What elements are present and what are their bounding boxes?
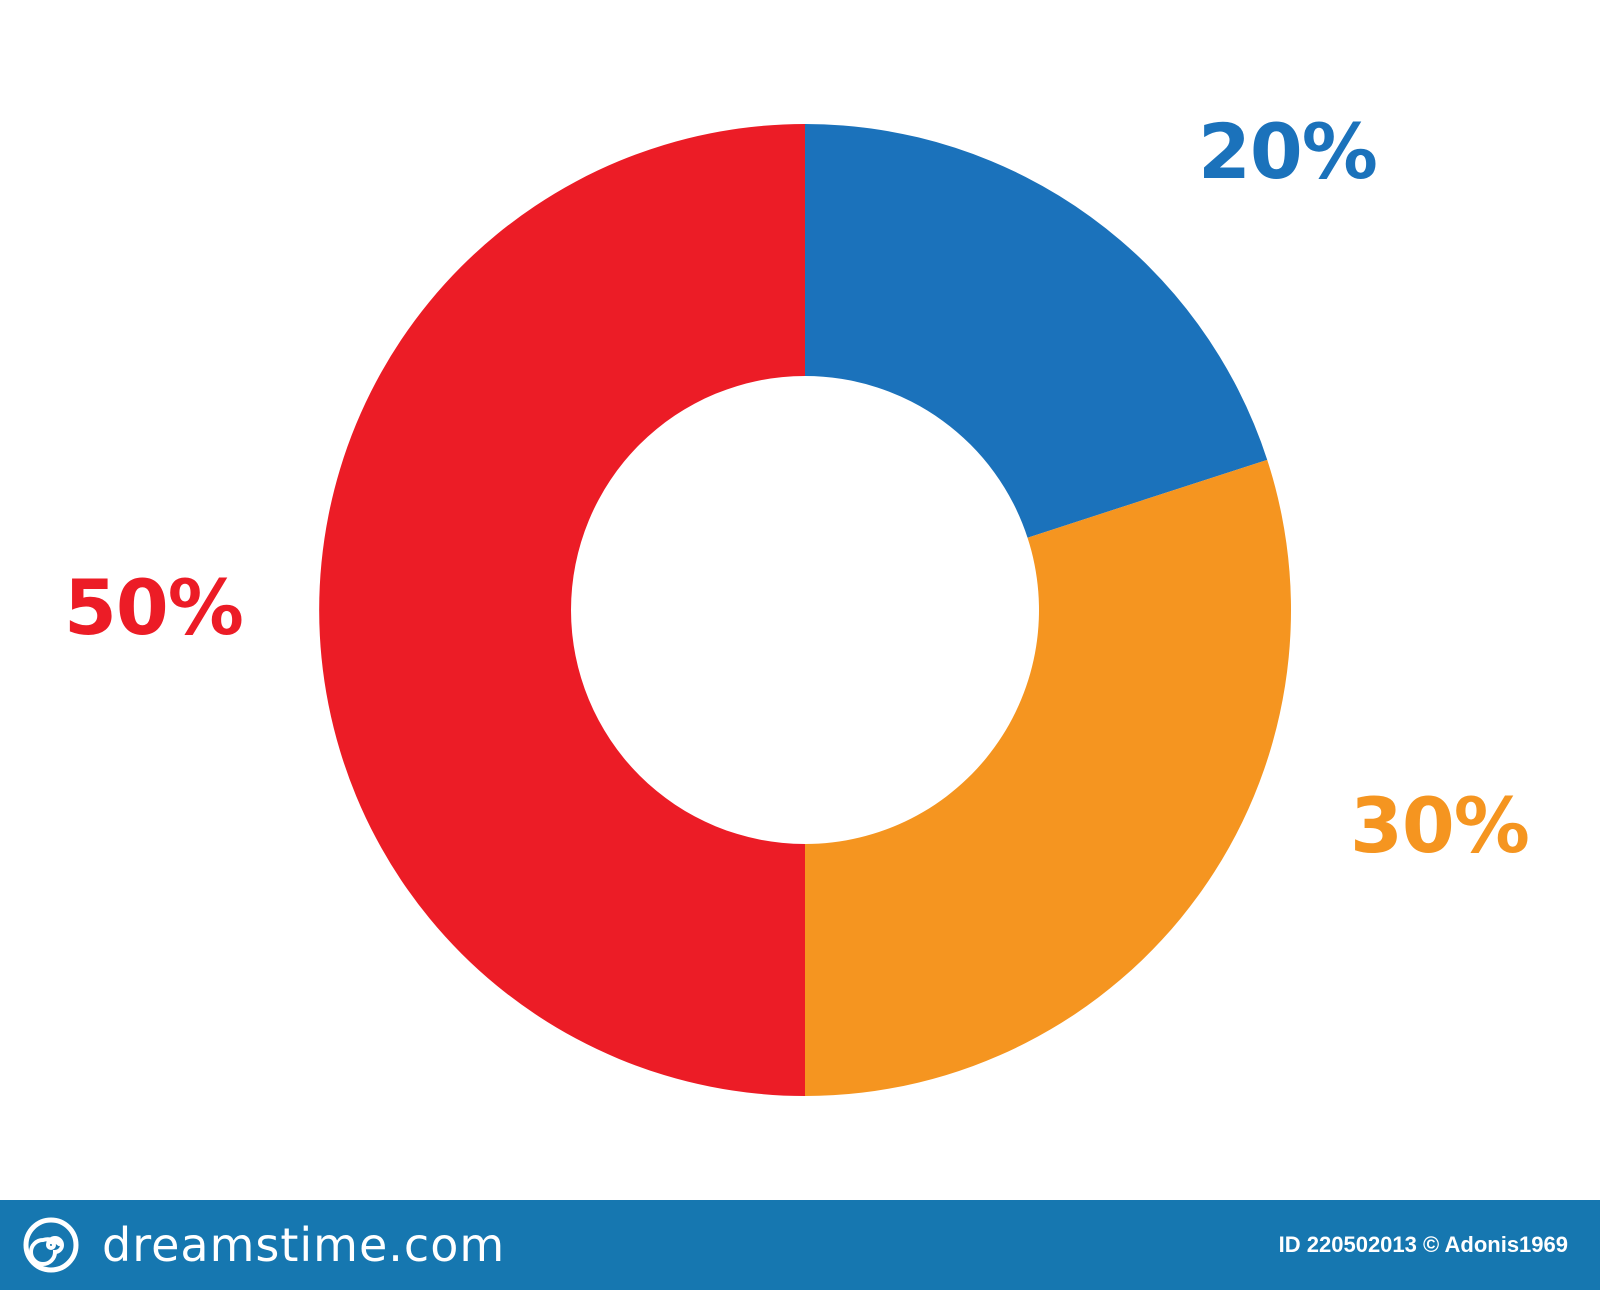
data-label-30: 30% bbox=[1350, 781, 1530, 870]
image-credit: ID 220502013 © Adonis1969 bbox=[1278, 1232, 1568, 1257]
footer-bar: dreamstime.com ID 220502013 © Adonis1969 bbox=[0, 1200, 1600, 1290]
dreamstime-spiral-logo-icon bbox=[23, 1217, 79, 1273]
brand: dreamstime.com bbox=[22, 1216, 505, 1274]
donut-slices bbox=[319, 124, 1291, 1096]
data-label-50: 50% bbox=[64, 563, 244, 652]
brand-name[interactable]: dreamstime.com bbox=[102, 1218, 506, 1272]
donut-chart bbox=[319, 124, 1291, 1096]
slice-orange bbox=[805, 459, 1291, 1096]
slice-blue bbox=[805, 124, 1268, 538]
slice-red bbox=[319, 124, 805, 1096]
data-label-20: 20% bbox=[1198, 107, 1378, 196]
